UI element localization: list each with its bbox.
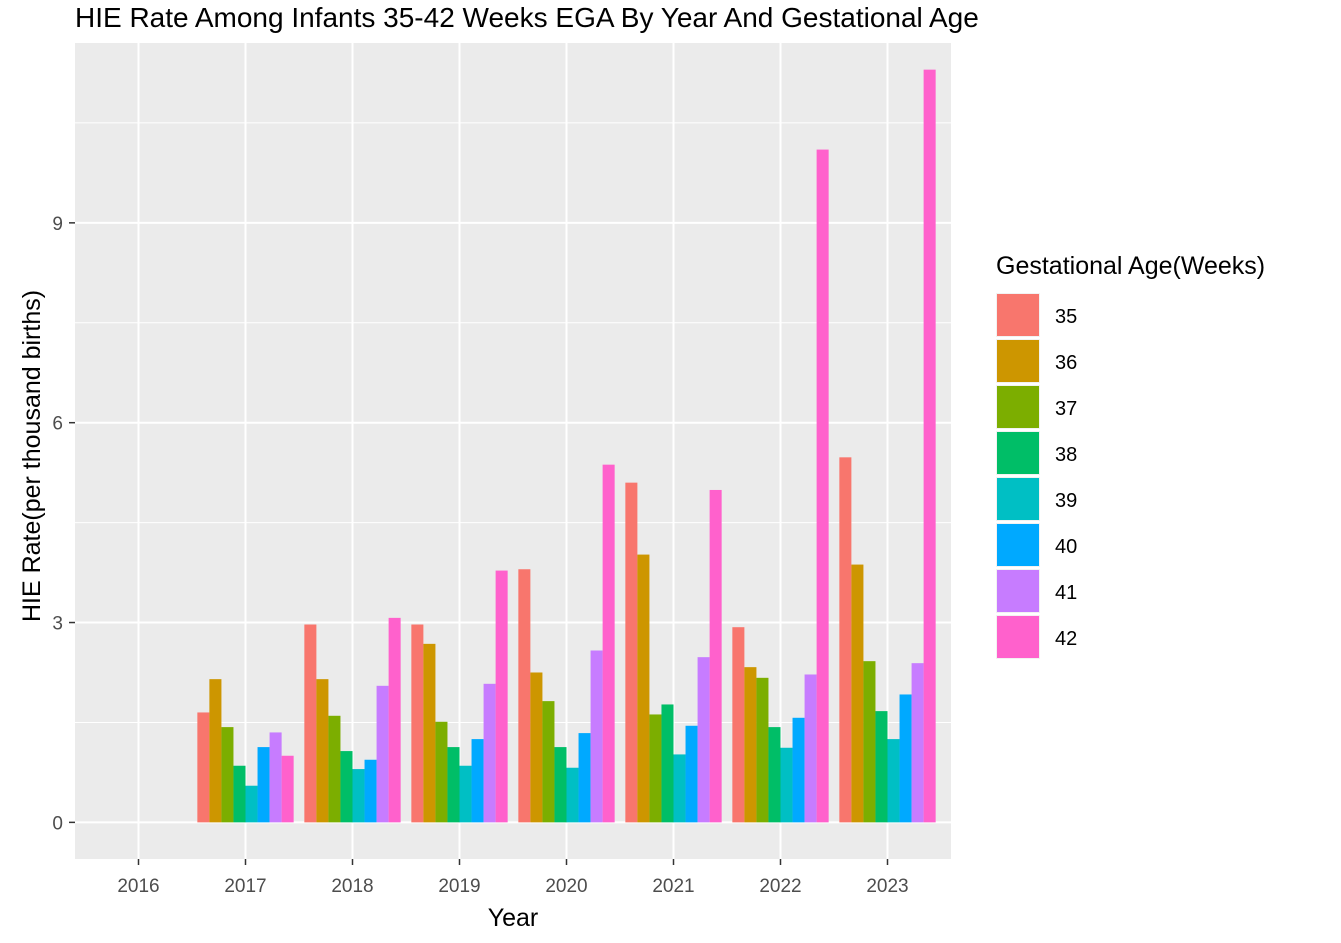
bar-2023-ga-39 [887, 739, 900, 823]
legend-label: 36 [1055, 352, 1077, 374]
bar-2019-ga-38 [447, 747, 460, 823]
x-tick-label: 2017 [224, 876, 266, 897]
bar-2021-ga-37 [649, 714, 662, 823]
legend-label: 42 [1055, 628, 1077, 650]
bar-2018-ga-35 [304, 624, 317, 823]
legend-label: 37 [1055, 398, 1077, 420]
bar-2022-ga-35 [732, 627, 745, 823]
legend-swatch-42 [997, 616, 1039, 658]
bar-2017-ga-37 [221, 727, 234, 823]
bar-2017-ga-35 [197, 712, 210, 823]
bar-2022-ga-36 [744, 667, 757, 823]
bar-2020-ga-38 [554, 747, 567, 823]
bar-2022-ga-41 [804, 674, 817, 823]
legend-swatch-40 [997, 524, 1039, 566]
bar-2023-ga-37 [863, 661, 876, 823]
bar-2019-ga-40 [471, 739, 484, 823]
bar-2018-ga-37 [328, 715, 341, 823]
chart-title: HIE Rate Among Infants 35-42 Weeks EGA B… [75, 2, 979, 33]
x-tick-label: 2020 [545, 876, 587, 897]
bar-2022-ga-37 [756, 677, 769, 823]
bar-2023-ga-36 [851, 564, 864, 823]
legend-label: 41 [1055, 582, 1077, 604]
bar-2017-ga-36 [209, 679, 222, 823]
y-tick-label: 6 [52, 414, 63, 435]
bar-2019-ga-37 [435, 721, 448, 823]
y-axis-title: HIE Rate(per thousand births) [18, 290, 46, 622]
legend: Gestational Age(Weeks) 35 36 37 38 39 40 41 42 [996, 252, 1265, 659]
y-tick-label: 0 [52, 813, 63, 834]
bar-2017-ga-41 [269, 732, 282, 823]
bar-2022-ga-39 [780, 747, 793, 823]
legend-label: 38 [1055, 444, 1077, 466]
legend-label: 40 [1055, 536, 1077, 558]
bar-2018-ga-40 [364, 759, 377, 823]
legend-swatch-38 [997, 432, 1039, 474]
x-axis-title: Year [488, 904, 539, 932]
bar-2018-ga-41 [376, 685, 389, 823]
legend-items: 35 36 37 38 39 40 41 42 [996, 293, 1077, 659]
legend-swatch-39 [997, 478, 1039, 520]
x-tick-label: 2022 [759, 876, 801, 897]
bar-2021-ga-36 [637, 554, 650, 823]
legend-swatch-35 [997, 294, 1039, 336]
bar-2019-ga-39 [459, 765, 472, 823]
x-tick-label: 2019 [438, 876, 480, 897]
bar-2023-ga-41 [911, 663, 924, 823]
bar-2018-ga-42 [388, 617, 401, 823]
bar-2017-ga-40 [257, 747, 270, 823]
x-axis: 2016 2017 2018 2019 2020 2021 2022 2023 [117, 859, 909, 897]
bar-2018-ga-38 [340, 751, 353, 823]
bar-2023-ga-38 [875, 711, 888, 823]
legend-label: 39 [1055, 490, 1077, 512]
bar-2021-ga-42 [709, 489, 722, 823]
x-tick-label: 2018 [331, 876, 373, 897]
bar-2020-ga-40 [578, 733, 591, 823]
major-gridlines [75, 43, 951, 859]
bar-2023-ga-40 [899, 694, 912, 823]
bar-2017-ga-39 [245, 785, 258, 823]
bar-2023-ga-35 [839, 457, 852, 823]
x-tick-label: 2023 [866, 876, 908, 897]
legend-swatch-37 [997, 386, 1039, 428]
y-axis: 0 3 6 9 [52, 214, 75, 834]
bar-2020-ga-36 [530, 672, 543, 823]
legend-label: 35 [1055, 306, 1077, 328]
bar-2020-ga-35 [518, 569, 531, 823]
bars [197, 69, 936, 823]
bar-2021-ga-38 [661, 704, 674, 823]
bar-2017-ga-38 [233, 765, 246, 823]
bar-2020-ga-37 [542, 701, 555, 823]
bar-2017-ga-42 [281, 755, 294, 823]
legend-swatch-36 [997, 340, 1039, 382]
bar-2022-ga-38 [768, 727, 781, 823]
bar-2018-ga-36 [316, 679, 329, 823]
legend-swatch-41 [997, 570, 1039, 612]
bar-2021-ga-39 [673, 754, 686, 823]
x-tick-label: 2016 [117, 876, 159, 897]
bar-2020-ga-42 [602, 464, 615, 823]
bar-2020-ga-39 [566, 767, 579, 823]
y-tick-label: 9 [52, 214, 63, 235]
bar-2018-ga-39 [352, 769, 365, 823]
bar-2019-ga-42 [495, 570, 508, 823]
bar-2021-ga-35 [625, 482, 638, 823]
bar-2019-ga-41 [483, 683, 496, 823]
bar-2019-ga-35 [411, 624, 424, 823]
bar-2021-ga-40 [685, 725, 698, 823]
y-tick-label: 3 [52, 614, 63, 635]
x-tick-label: 2021 [652, 876, 694, 897]
bar-2023-ga-42 [923, 69, 936, 823]
legend-title: Gestational Age(Weeks) [996, 252, 1265, 280]
bar-2020-ga-41 [590, 650, 603, 823]
bar-2022-ga-42 [816, 149, 829, 823]
bar-2019-ga-36 [423, 643, 436, 823]
bar-2021-ga-41 [697, 657, 710, 823]
bar-2022-ga-40 [792, 717, 805, 823]
